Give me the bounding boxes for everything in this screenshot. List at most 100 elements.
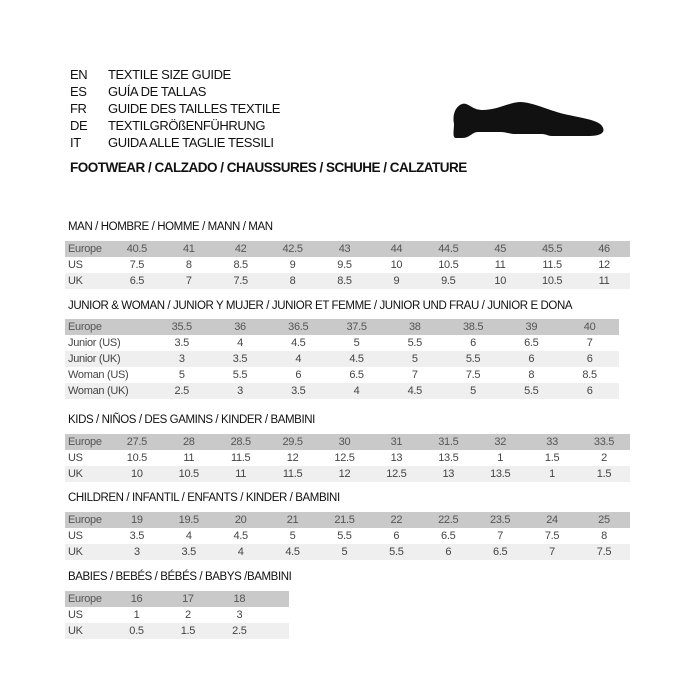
row-label: US (68, 259, 83, 271)
language-title: GUIDE DES TAILLES TEXTILE (108, 101, 281, 116)
size-cell: 7.5 (465, 369, 481, 381)
language-code: IT (70, 135, 81, 150)
size-cell: 38 (408, 321, 421, 333)
size-cell: 1 (133, 609, 140, 621)
size-cell: 0.5 (129, 625, 144, 637)
table-row: UK 6.5 7 7.5 8 8.5 9 9.5 10 10.5 11 (65, 273, 630, 289)
table-row: Junior (US) 3.5 4 4.5 5 5.5 6 6.5 7 (65, 335, 619, 351)
language-title: TEXTILGRÖßENFÜHRUNG (108, 118, 266, 133)
size-cell: 5.5 (524, 385, 539, 397)
row-label: Europe (68, 593, 102, 605)
junior-woman-section-title: JUNIOR & WOMAN / JUNIOR Y MUJER / JUNIOR… (68, 300, 573, 312)
size-cell: 11 (494, 259, 506, 271)
size-cell: 11 (235, 468, 247, 480)
size-cell: 8.5 (233, 259, 248, 271)
size-cell: 5.5 (389, 546, 404, 558)
size-cell: 36 (234, 321, 246, 333)
size-cell: 41 (182, 243, 195, 255)
size-cell: 40.5 (126, 243, 148, 255)
kids-size-table: Europe 27.5 28 28.5 29.5 30 31 31.5 32 33 33.5 US 10… (65, 434, 630, 482)
size-cell: 35.5 (171, 321, 193, 333)
size-cell: 4.5 (233, 530, 248, 542)
size-cell: 17 (182, 593, 194, 605)
row-label: Europe (68, 514, 102, 526)
row-label: Woman (UK) (68, 385, 129, 397)
table-row: UK 0.5 1.5 2.5 (65, 623, 289, 639)
size-cell: 32 (494, 436, 507, 448)
size-cell: 11.5 (542, 259, 562, 271)
size-cell: 16 (130, 593, 143, 605)
size-cell: 11 (598, 275, 610, 287)
size-cell: 5 (178, 369, 185, 381)
size-cell: 7.5 (544, 530, 560, 542)
row-label: Europe (68, 243, 102, 255)
table-row: US 1 2 3 (65, 607, 289, 623)
size-cell: 7 (411, 369, 418, 381)
table-row: Europe 27.5 28 28.5 29.5 30 31 31.5 32 33 33.5 (65, 434, 630, 450)
size-cell: 3.5 (232, 353, 248, 365)
size-cell: 13.5 (438, 452, 459, 464)
size-cell: 9 (289, 259, 296, 271)
row-label: Junior (US) (68, 337, 121, 349)
size-cell: 3 (236, 609, 243, 621)
table-row: Junior (UK) 3 3.5 4 4.5 5 5.5 6 6 (65, 351, 619, 367)
size-cell: 7 (185, 275, 192, 287)
size-cell: 6 (470, 337, 476, 349)
size-cell: 45 (494, 243, 507, 255)
junior-woman-size-table: Europe 35.5 36 36.5 37.5 38 38.5 39 40 Junior (US… (65, 319, 619, 399)
language-code: EN (70, 67, 88, 82)
size-cell: 10.5 (178, 468, 200, 480)
size-cell: 10 (494, 275, 507, 287)
size-cell: 5.5 (337, 530, 352, 542)
spacer-cell (265, 623, 289, 639)
shoe-icon (453, 102, 604, 138)
man-size-table: Europe 40.5 41 42 42.5 43 44 44.5 45 45.5 46 US 7.5 8… (65, 241, 630, 289)
size-cell: 20 (234, 514, 247, 526)
language-title: GUÍA DE TALLAS (108, 84, 206, 99)
size-cell: 5.5 (407, 337, 423, 349)
size-cell: 7.5 (233, 275, 248, 287)
size-cell: 31 (390, 436, 403, 448)
language-title: TEXTILE SIZE GUIDE (108, 67, 231, 82)
size-cell: 6.5 (349, 369, 364, 381)
size-cell: 4 (353, 385, 360, 397)
language-code: ES (70, 84, 87, 99)
size-cell: 11 (183, 452, 195, 464)
table-row: Europe 40.5 41 42 42.5 43 44 44.5 45 45.5 46 (65, 241, 630, 257)
size-cell: 8 (185, 259, 192, 271)
row-label: UK (68, 468, 83, 480)
row-label: US (68, 452, 83, 464)
row-label: US (68, 530, 83, 542)
size-cell: 6.5 (524, 337, 539, 349)
table-row: Europe 16 17 18 (65, 591, 289, 607)
size-cell: 7 (549, 546, 555, 558)
size-cell: 7.5 (129, 259, 145, 271)
size-cell: 24 (546, 514, 558, 526)
table-row: US 3.5 4 4.5 5 5.5 6 6.5 7 7.5 8 (65, 528, 630, 544)
size-cell: 22 (390, 514, 403, 526)
size-cell: 11.5 (282, 468, 303, 480)
size-cell: 19.5 (178, 514, 200, 526)
children-section-title: CHILDREN / INFANTIL / ENFANTS / KINDER /… (68, 492, 340, 504)
size-cell: 1.5 (180, 625, 196, 637)
size-cell: 1 (549, 468, 555, 480)
size-cell: 6 (445, 546, 452, 558)
kids-section-title: KIDS / NIÑOS / DES GAMINS / KINDER / BAM… (68, 414, 315, 426)
size-cell: 1.5 (596, 468, 612, 480)
language-code: FR (70, 101, 87, 116)
size-cell: 2.5 (232, 625, 247, 637)
size-cell: 2.5 (174, 385, 190, 397)
size-cell: 44.5 (438, 243, 459, 255)
size-cell: 5 (341, 546, 348, 558)
size-cell: 37.5 (346, 321, 367, 333)
row-label: Junior (UK) (68, 353, 121, 365)
size-cell: 4 (185, 530, 192, 542)
size-cell: 3 (133, 546, 140, 558)
row-label: UK (68, 275, 83, 287)
size-cell: 9 (393, 275, 400, 287)
size-cell: 4 (237, 337, 243, 349)
size-cell: 6.5 (129, 275, 145, 287)
row-label: US (68, 609, 83, 621)
size-cell: 36.5 (288, 321, 309, 333)
size-cell: 4 (237, 546, 244, 558)
